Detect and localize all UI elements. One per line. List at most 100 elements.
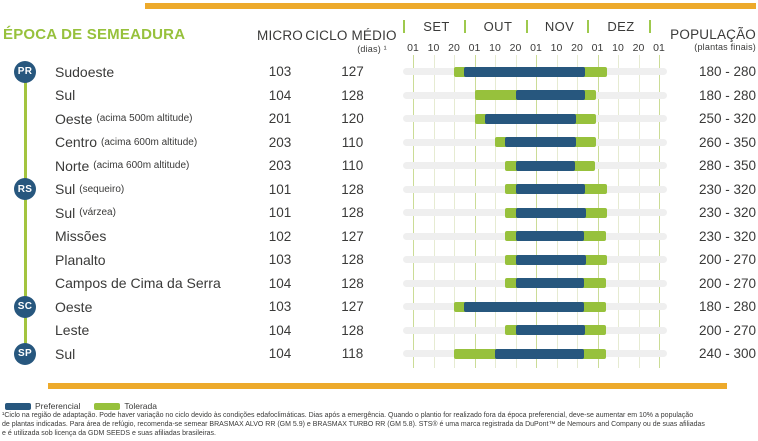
region-label: Sul (sequeiro) <box>55 178 124 202</box>
region-name: Oeste <box>55 110 93 127</box>
micro-value: 104 <box>268 275 292 291</box>
legend-swatch-preferencial <box>5 402 31 410</box>
populacao-value: 250 - 320 <box>698 111 756 126</box>
region-label: Missões <box>55 225 106 249</box>
legend-swatch-tolerada <box>94 402 121 410</box>
day-tick-label: 01 <box>407 42 419 54</box>
region-name: Leste <box>55 322 90 339</box>
region-label: Sul <box>55 84 75 108</box>
region-note: (acima 500m altitude) <box>96 113 193 125</box>
ciclo-medio-value: 128 <box>341 205 364 220</box>
ciclo-medio-value: 110 <box>341 134 364 150</box>
populacao-value: 200 - 270 <box>698 275 756 291</box>
table-row: Norte (acima 600m altitude) 203 110 280 - 35… <box>0 154 758 178</box>
populacao-value: 240 - 300 <box>698 346 756 361</box>
sowing-window-chart <box>403 178 667 202</box>
footnotes: ¹Ciclo na região de adaptação. Pode have… <box>2 411 756 438</box>
month-separator-tick <box>587 20 590 33</box>
footnote-line-1: ¹Ciclo na região de adaptação. Pode have… <box>2 412 694 419</box>
day-tick-label: 20 <box>632 42 645 54</box>
table-row: RS Sul (sequeiro) 101 128 230 - 320 <box>0 178 758 202</box>
micro-value: 103 <box>268 64 292 79</box>
preferencial-bar <box>515 160 575 171</box>
legend-label-tolerada: Tolerada <box>124 401 157 411</box>
table-row: Centro (acima 600m altitude) 203 110 260 - 3… <box>0 131 758 155</box>
ciclo-medio-value: 128 <box>341 252 364 267</box>
sowing-window-chart <box>403 272 667 296</box>
column-header-ciclo-unit: (dias) ¹ <box>357 44 387 54</box>
ciclo-medio-value: 110 <box>341 158 364 173</box>
populacao-value: 230 - 320 <box>698 205 756 220</box>
state-badge-sc: SC <box>14 295 36 318</box>
state-connector-line <box>24 72 27 354</box>
sowing-window-chart <box>403 60 667 84</box>
populacao-value: 180 - 280 <box>698 299 756 314</box>
region-name: Sul <box>55 181 76 198</box>
ciclo-medio-value: 127 <box>341 228 364 244</box>
state-badge-pr: PR <box>14 60 36 83</box>
day-tick-label: 01 <box>653 42 665 54</box>
table-row: Oeste (acima 500m altitude) 201 120 250 - 32… <box>0 107 758 131</box>
table-row: PR Sudoeste 103 127 180 - 280 <box>0 60 758 84</box>
state-badge-sp: SP <box>14 342 36 365</box>
sowing-window-chart <box>403 131 667 155</box>
table-row: Planalto 103 128 200 - 270 <box>0 248 758 272</box>
region-name: Sudoeste <box>55 63 115 80</box>
region-label: Norte (acima 600m altitude) <box>55 154 189 178</box>
sowing-window-chart <box>403 342 667 366</box>
region-label: Campos de Cima da Serra <box>55 272 221 296</box>
month-separator-tick <box>525 20 528 33</box>
month-separator-tick <box>402 20 405 33</box>
day-tick-label: 01 <box>530 42 542 54</box>
region-name: Planalto <box>55 251 106 268</box>
region-name: Sul <box>55 345 76 362</box>
preferencial-bar <box>515 254 587 265</box>
footnote-line-2: de plantas indicadas. Para área de refúg… <box>2 421 705 428</box>
ciclo-medio-value: 127 <box>341 64 364 79</box>
sowing-window-chart <box>403 248 667 272</box>
micro-value: 103 <box>268 252 292 267</box>
micro-value: 104 <box>268 322 292 338</box>
region-label: Sul (várzea) <box>55 201 116 225</box>
bottom-accent-bar <box>48 383 727 389</box>
populacao-value: 230 - 320 <box>698 228 756 244</box>
micro-value: 203 <box>268 158 292 173</box>
region-label: Leste <box>55 319 89 343</box>
sowing-window-chart <box>403 84 667 108</box>
month-label-set: SET <box>423 19 450 34</box>
region-name: Norte <box>55 157 90 174</box>
legend: Preferencial Tolerada <box>5 401 157 411</box>
day-tick-label: 20 <box>509 42 522 54</box>
populacao-value: 280 - 350 <box>698 158 756 173</box>
preferencial-bar <box>505 137 576 148</box>
ciclo-medio-value: 128 <box>341 322 364 338</box>
column-header-populacao-label: POPULAÇÃO <box>670 27 756 42</box>
preferencial-bar <box>515 90 586 101</box>
region-note: (acima 600m altitude) <box>93 160 190 172</box>
region-name: Centro <box>55 134 98 151</box>
table-row: Leste 104 128 200 - 270 <box>0 319 758 343</box>
region-label: Oeste <box>55 295 92 319</box>
preferencial-bar <box>515 278 585 289</box>
preferencial-bar <box>515 184 586 195</box>
column-header-ciclo-label: CICLO MÉDIO <box>305 28 397 43</box>
populacao-value: 230 - 320 <box>698 181 756 197</box>
ciclo-medio-value: 128 <box>341 181 364 197</box>
region-note: (acima 600m altitude) <box>101 136 198 148</box>
region-name: Campos de Cima da Serra <box>55 275 221 292</box>
month-separator-tick <box>648 20 651 33</box>
populacao-value: 200 - 270 <box>698 322 756 338</box>
column-header-ciclo-medio: CICLO MÉDIO (dias) ¹ <box>305 28 397 54</box>
day-tick-label: 10 <box>427 42 440 54</box>
populacao-value: 180 - 280 <box>698 64 756 79</box>
sowing-window-chart <box>403 225 667 249</box>
sowing-window-chart <box>403 319 667 343</box>
region-name: Missões <box>55 228 107 245</box>
month-label-out: OUT <box>483 19 513 34</box>
month-separator-tick <box>464 20 467 33</box>
day-tick-label: 10 <box>612 42 624 54</box>
column-header-micro: MICRO <box>257 28 303 43</box>
preferencial-bar <box>515 325 586 336</box>
ciclo-medio-value: 128 <box>341 87 364 103</box>
